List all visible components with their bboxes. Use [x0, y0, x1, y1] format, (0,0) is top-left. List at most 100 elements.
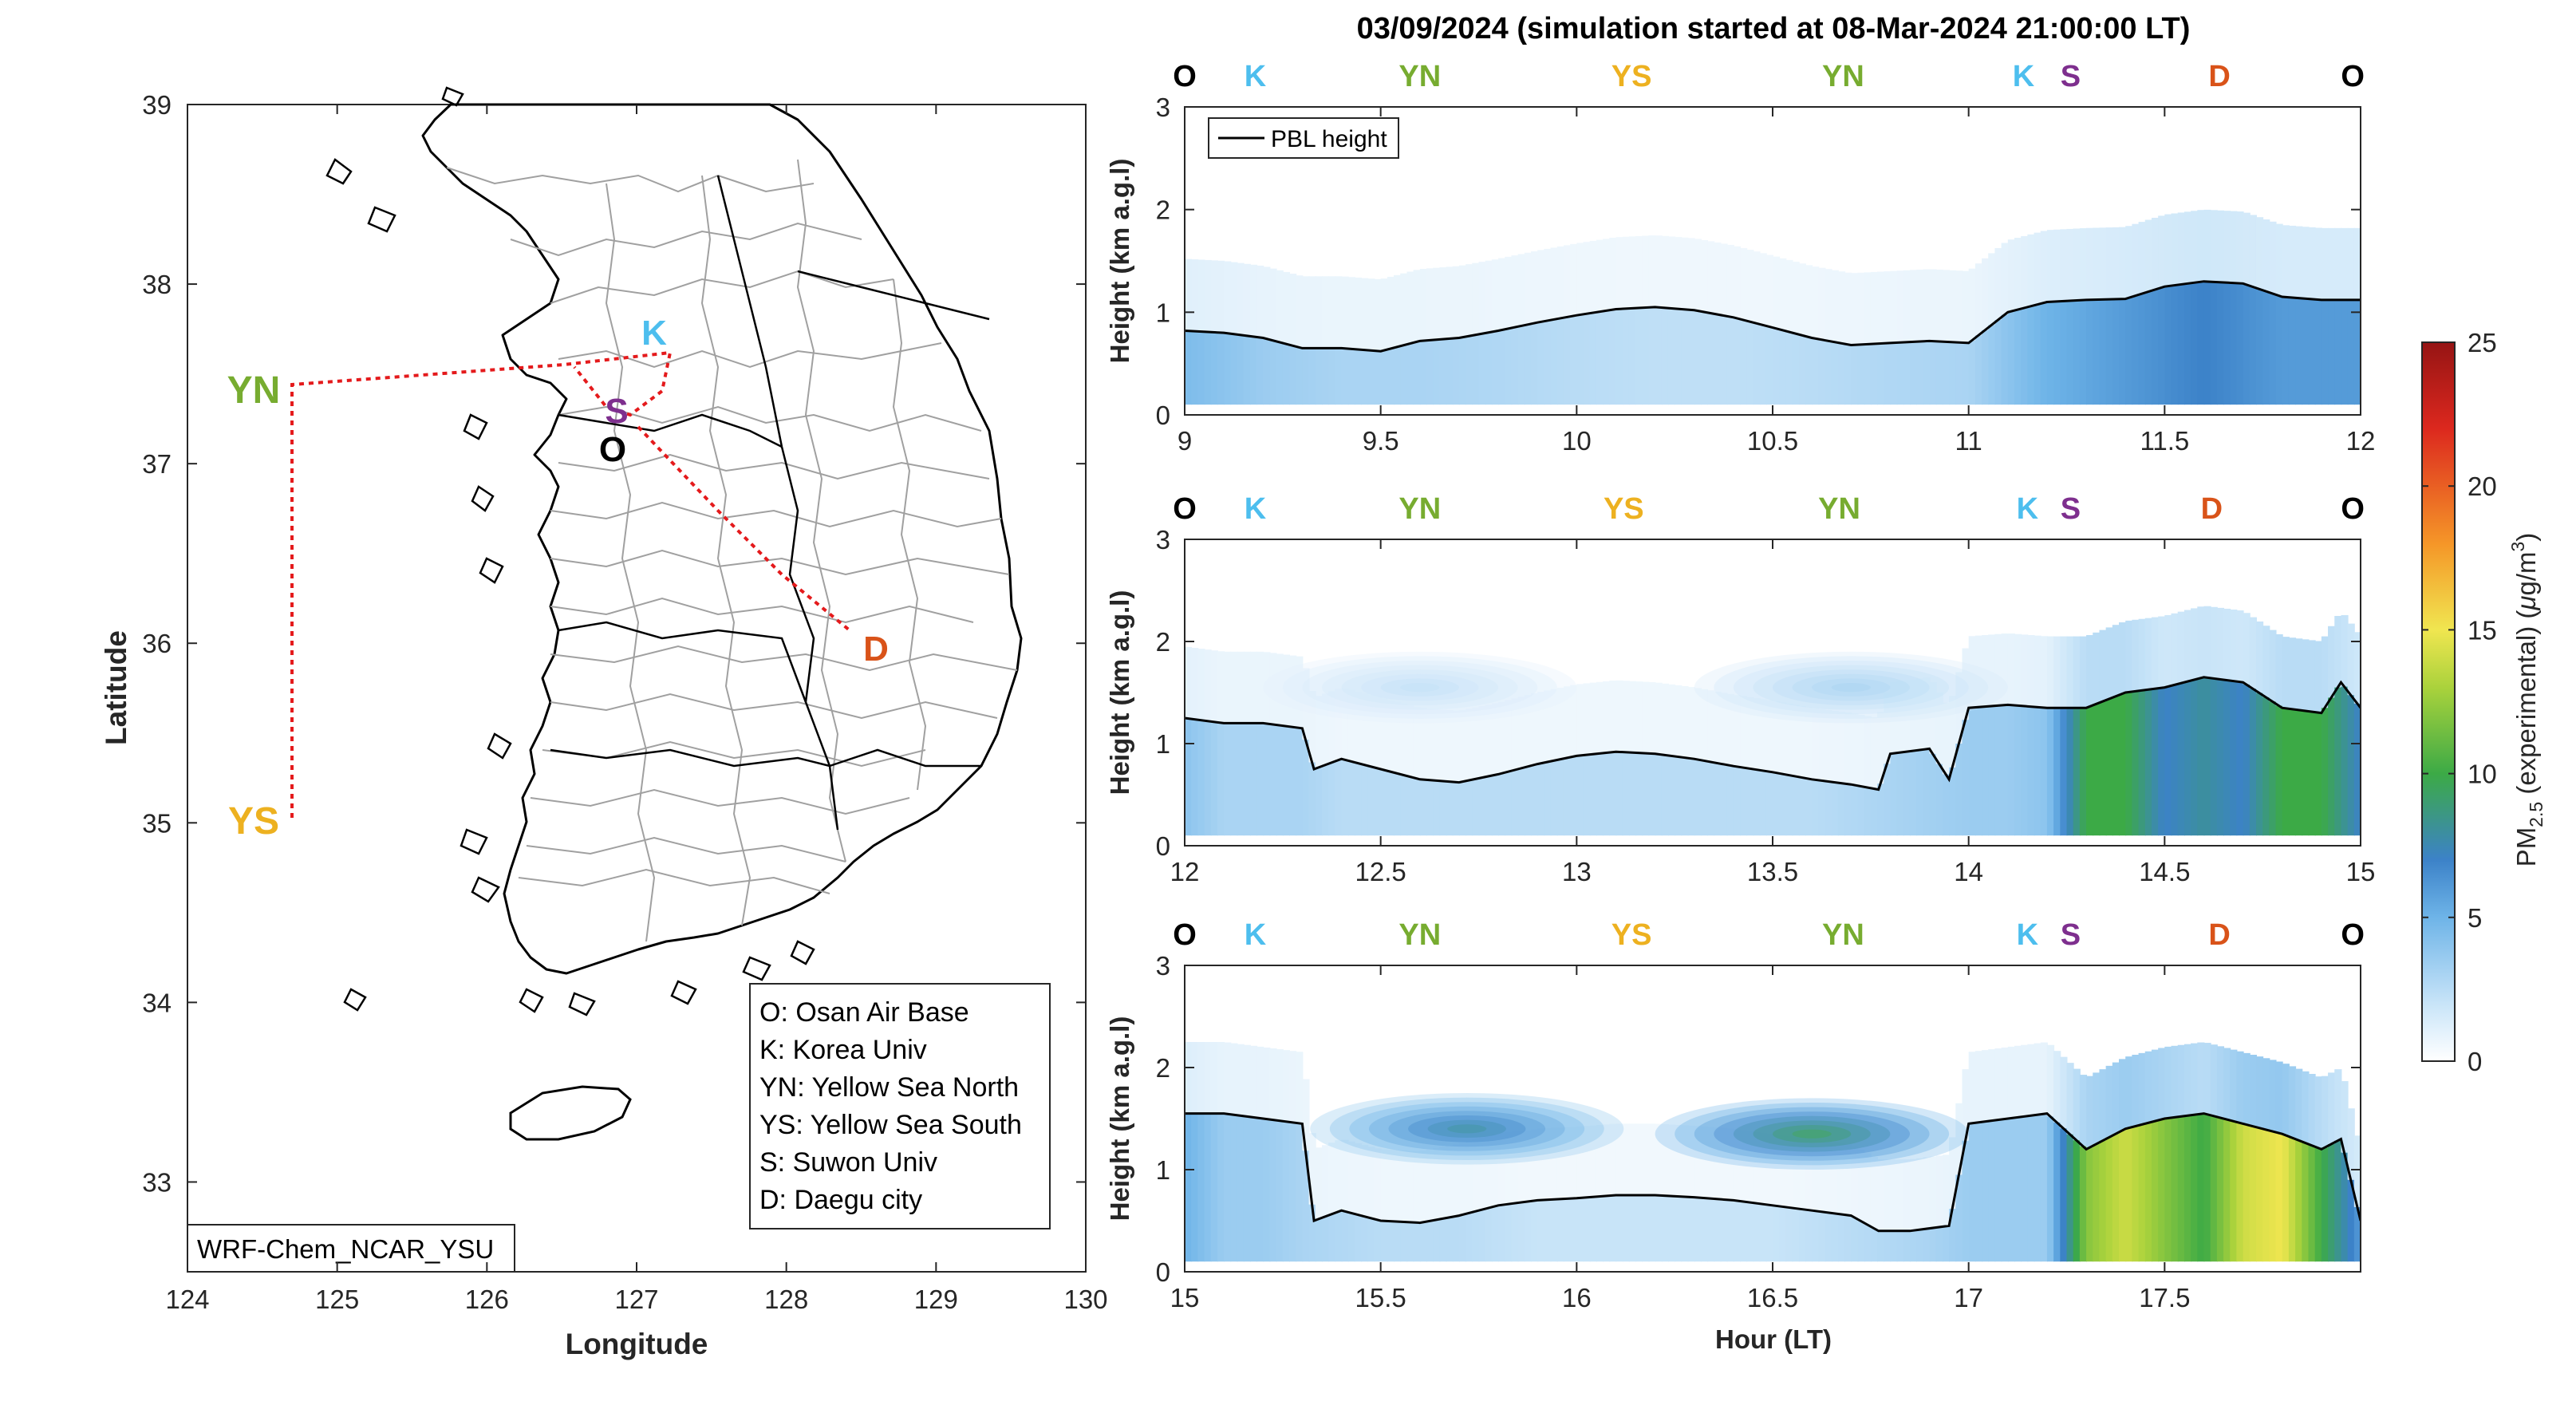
pm25-haze-cell	[2314, 1076, 2322, 1148]
pm25-cell	[2144, 1123, 2152, 1262]
pm25-haze-cell	[1655, 1123, 1663, 1196]
pm25-cell	[1583, 1197, 1591, 1262]
map-islands	[325, 86, 815, 1016]
pm25-cell	[1550, 319, 1558, 405]
pm25-cell	[1740, 768, 1748, 836]
pm25-cell	[1556, 759, 1564, 836]
pm25-haze-cell	[1909, 679, 1918, 752]
pm25-haze-cell	[1237, 651, 1245, 724]
pm25-cell	[1485, 776, 1493, 836]
pm25-cell	[2014, 705, 2022, 836]
pm25-haze-cell	[2021, 235, 2029, 308]
pm25-cell	[1197, 331, 1205, 405]
pm25-haze-cell	[2034, 635, 2041, 708]
pm25-plume	[1321, 665, 1518, 710]
pm25-cell	[1765, 326, 1773, 405]
pm25-haze-cell	[2014, 1045, 2022, 1118]
pm25-haze-cell	[2275, 223, 2283, 296]
pm25-haze-cell	[1478, 1138, 1486, 1210]
pm25-haze-cell	[1675, 237, 1682, 310]
pm25-haze-cell	[1687, 1125, 1695, 1198]
pm25-haze-cell	[1511, 255, 1519, 328]
pm25-haze-cell	[1458, 1143, 1467, 1215]
pm25-cell	[1282, 1121, 1291, 1262]
pm25-cell	[1517, 326, 1525, 405]
pm25-cell	[1635, 307, 1643, 405]
pm25-cell	[1733, 766, 1742, 836]
pm25-haze-cell	[1615, 680, 1623, 752]
pm25-haze-cell	[2321, 227, 2329, 300]
site-label: S	[2061, 60, 2081, 93]
pm25-haze-cell	[1609, 681, 1617, 752]
xtick-label: 10	[1562, 426, 1592, 456]
pm25-haze-cell	[1714, 691, 1722, 764]
pm25-haze-cell	[1949, 270, 1957, 342]
site-label: O	[1173, 492, 1197, 526]
colorbar-tick-label: 10	[2468, 760, 2497, 789]
pm25-cell	[1615, 309, 1623, 405]
pm25-haze-cell	[2321, 636, 2329, 708]
pm25-haze-cell	[2321, 1076, 2329, 1148]
pm25-cell	[1505, 772, 1513, 836]
pm25-haze-cell	[2353, 227, 2361, 300]
pm25-haze-cell	[2210, 1044, 2218, 1116]
pm25-haze-cell	[1524, 1130, 1533, 1202]
pm25-haze-cell	[1785, 1135, 1793, 1208]
xtick-label: 9	[1178, 426, 1192, 456]
pm25-plume	[1310, 1093, 1624, 1165]
pm25-cell	[1419, 1222, 1427, 1262]
pm25-haze-cell	[1687, 687, 1695, 759]
pm25-cell	[2314, 299, 2322, 405]
pm25-haze-cell	[1929, 682, 1937, 754]
pm25-haze-cell	[1935, 1155, 1943, 1227]
pm25-haze-cell	[2125, 226, 2133, 298]
pm25-haze-cell	[1994, 633, 2002, 706]
pm25-cell	[1439, 339, 1447, 405]
pm25-haze-cell	[1276, 270, 1284, 342]
pm25-cell	[1798, 1209, 1806, 1262]
pm25-haze-cell	[1249, 264, 1258, 337]
pm25-cell	[2053, 301, 2061, 405]
pm25-haze-cell	[1243, 651, 1251, 724]
pm25-haze-cell	[2040, 231, 2048, 303]
pbl-height-line	[1185, 1112, 2361, 1233]
pm25-cell	[1765, 772, 1773, 836]
pm25-cell	[1923, 341, 1931, 405]
pm25-haze-cell	[1759, 1132, 1767, 1205]
xtick-label: 11.5	[2140, 426, 2189, 456]
pm25-cell	[1759, 1204, 1767, 1262]
pm25-haze-cell	[2138, 1052, 2146, 1125]
pm25-haze-cell	[1974, 263, 1983, 336]
pm25-cell	[2236, 1123, 2244, 1262]
pm25-cell	[2105, 1137, 2113, 1262]
pm25-cell	[1968, 1123, 1976, 1262]
pm25-cell	[1812, 338, 1820, 405]
pm25-cell	[1733, 1200, 1742, 1262]
pm25-plume	[1753, 665, 1950, 710]
pm25-plume	[1714, 1111, 1910, 1157]
pm25-haze-cell	[2210, 210, 2218, 282]
pm25-cell	[1550, 1199, 1558, 1262]
pm25-haze-cell	[2282, 225, 2290, 298]
colorbar: 0 5 10 15 20 25	[2421, 328, 2497, 1076]
pm25-cell	[1929, 753, 1937, 836]
pm25-haze-cell	[2243, 1052, 2251, 1125]
xtick-label: 16	[1562, 1283, 1592, 1312]
pm25-haze-cell	[1642, 681, 1650, 754]
pm25-cell	[1210, 1113, 1218, 1262]
pm25-cell	[1570, 315, 1578, 405]
pm25-haze-cell	[2302, 227, 2310, 299]
pm25-haze-cell	[1857, 1149, 1865, 1222]
pm25-plume	[1733, 661, 1969, 715]
pm25-haze-cell	[1896, 270, 1904, 343]
pm25-haze-cell	[1681, 1125, 1689, 1197]
pm25-cell	[2112, 298, 2120, 405]
pm25-haze-cell	[2295, 638, 2303, 710]
pm25-haze-cell	[1785, 259, 1793, 332]
pm25-haze-cell	[1446, 1146, 1454, 1218]
pm25-cell	[2001, 314, 2009, 405]
legend-entry: YS: Yellow Sea South	[759, 1110, 1022, 1140]
pm25-haze-cell	[1224, 261, 1232, 334]
pm25-haze-cell	[1667, 236, 1676, 309]
pm25-haze-cell	[1785, 703, 1793, 776]
